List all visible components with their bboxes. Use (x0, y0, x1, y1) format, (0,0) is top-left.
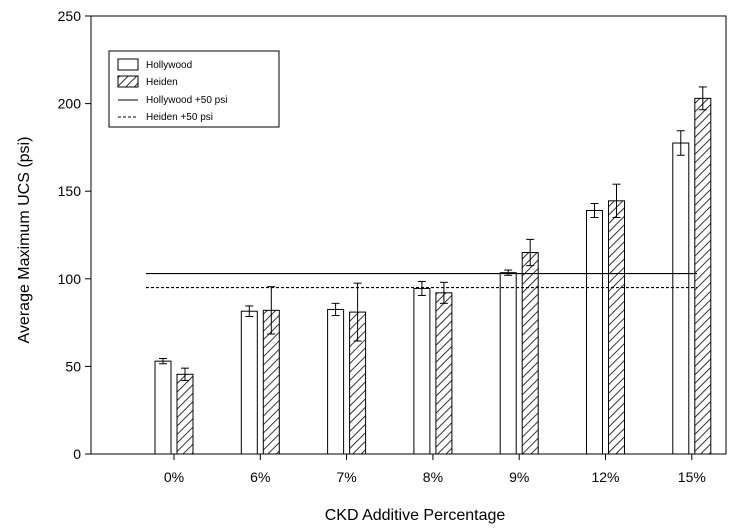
legend-swatch-hollywood (117, 58, 139, 71)
y-tick-label: 200 (58, 96, 82, 112)
bar-hollywood (240, 310, 258, 455)
x-tick-label: 0% (164, 469, 184, 485)
legend: Hollywood Heiden Hollywood +50 psi Heide… (108, 50, 280, 128)
y-tick-label: 150 (58, 183, 82, 199)
y-axis: 0 50 100 150 200 250 (58, 8, 91, 462)
bar-heiden (435, 292, 453, 455)
legend-label-hollywood-50: Hollywood +50 psi (146, 95, 227, 106)
bar-heiden (694, 97, 712, 455)
bar-heiden (521, 252, 539, 455)
bars (154, 97, 712, 455)
bar-heiden (176, 373, 194, 455)
x-axis: 0% 6% 7% 8% 9% 12% 15% (164, 454, 706, 485)
x-tick-label: 15% (678, 469, 706, 485)
x-tick-label: 6% (250, 469, 270, 485)
bar-hollywood (413, 287, 431, 455)
bar-heiden (608, 200, 625, 455)
bar-hollywood (154, 360, 172, 455)
bar-hollywood (499, 272, 517, 455)
plot-border (90, 15, 727, 455)
legend-label-heiden-50: Heiden +50 psi (146, 112, 213, 123)
legend-label-hollywood: Hollywood (146, 60, 192, 71)
y-tick-label: 100 (58, 271, 82, 287)
y-tick-label: 0 (73, 446, 81, 462)
legend-label-heiden: Heiden (146, 77, 178, 88)
y-tick-label: 250 (58, 8, 82, 24)
x-tick-label: 9% (509, 469, 529, 485)
bar-hollywood (586, 209, 603, 455)
bar-hollywood (672, 142, 690, 455)
error-bars (159, 86, 707, 381)
legend-swatch-heiden (117, 75, 139, 88)
y-tick-label: 50 (65, 358, 81, 374)
y-axis-label: Average Maximum UCS (psi) (16, 137, 33, 344)
plot-frame (90, 15, 727, 455)
x-tick-label: 7% (336, 469, 356, 485)
x-tick-label: 12% (591, 469, 619, 485)
x-axis-label: CKD Additive Percentage (325, 507, 506, 524)
bar-hollywood (327, 308, 345, 455)
x-tick-label: 8% (423, 469, 443, 485)
